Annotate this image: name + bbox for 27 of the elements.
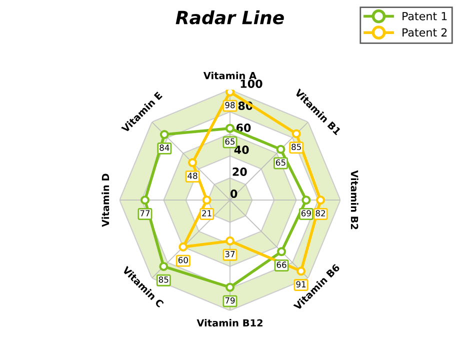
- data-label: 98: [225, 102, 235, 108]
- y-tick-label: 20: [232, 168, 247, 176]
- data-label: 85: [292, 144, 301, 150]
- y-tick-label: 0: [230, 190, 238, 198]
- data-label: 84: [160, 144, 170, 151]
- data-label: 66: [276, 262, 286, 268]
- y-tick-label: 60: [236, 124, 251, 132]
- chart-title: Radar Line: [176, 10, 284, 24]
- data-label: 77: [140, 210, 150, 216]
- data-label: 69: [301, 210, 311, 216]
- spoke-label: Vitamin A: [203, 72, 257, 80]
- spoke-label: Vitamin B2: [350, 170, 358, 230]
- data-label: 48: [188, 172, 198, 179]
- data-label: 60: [178, 256, 188, 264]
- y-tick-label: 100: [240, 80, 262, 88]
- spoke-label: Vitamin D: [102, 174, 110, 227]
- spoke-label: Vitamin B12: [196, 319, 262, 327]
- data-label: 65: [276, 159, 286, 166]
- data-label: 37: [225, 250, 235, 258]
- data-label: 85: [158, 276, 168, 283]
- data-label: 21: [202, 210, 212, 216]
- legend-label: Patent 2: [402, 28, 447, 37]
- legend-label: Patent 1: [402, 12, 447, 20]
- data-label: 65: [225, 138, 235, 145]
- y-tick-label: 40: [234, 146, 249, 154]
- data-label: 82: [316, 210, 325, 216]
- data-label: 79: [225, 297, 235, 304]
